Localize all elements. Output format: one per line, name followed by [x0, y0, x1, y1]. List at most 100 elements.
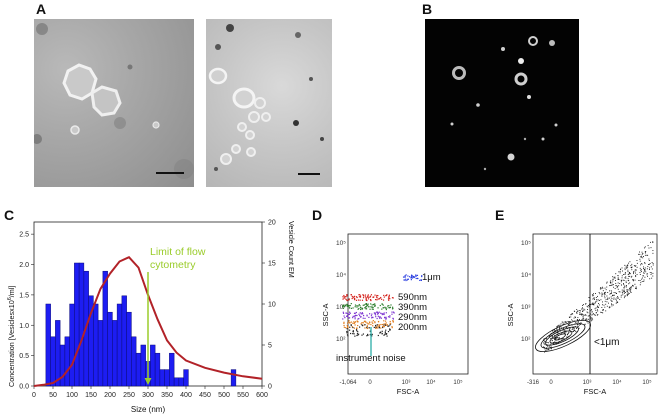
y-tick-label-left: 0.5	[19, 353, 29, 360]
y-tick-label: 10²	[521, 336, 531, 343]
y-tick-label: 10⁴	[521, 272, 531, 279]
y-tick-label-right: 5	[268, 343, 272, 350]
panel-label-a: A	[36, 1, 47, 17]
bead-label: 590nm	[398, 292, 427, 303]
fluorescence-micrograph	[425, 19, 579, 187]
histogram-bar	[126, 311, 132, 387]
y-tick-label-right: 20	[268, 220, 276, 227]
limit-label-line1: Limit of flow	[150, 246, 206, 258]
histogram-bar	[45, 303, 51, 387]
x-tick-labels: -1,064 0 10³ 10⁴ 10⁵	[339, 379, 463, 386]
x-tick-label: 10⁴	[426, 379, 436, 386]
flow-cytometry-beads-plot: 10² 10³ 10⁴ 10⁵ -1,064 0 10³ 10⁴ 10⁵ FSC…	[321, 233, 469, 396]
x-tick-label: 10⁴	[612, 379, 622, 386]
scale-bar	[298, 173, 320, 175]
y-tick-label-left: 2.5	[19, 232, 29, 239]
y-axis-label: SSC-A	[321, 304, 330, 327]
histogram-bar	[154, 352, 161, 387]
size-distribution-chart: 0 50 100 150 200 250 300 350 400 450 500 550 6000.00…	[7, 220, 296, 415]
histogram-bar	[116, 303, 123, 387]
axis-ticks: 0 50 100 150 200 250 300 350 400 450 500 550 6000.00…	[19, 220, 276, 400]
y-tick-label-right: 0	[268, 384, 272, 391]
y-tick-label-right: 10	[268, 302, 276, 309]
x-tick-label: 400	[180, 392, 192, 399]
histogram-bar	[230, 369, 237, 387]
histogram-bar	[121, 295, 127, 387]
y-tick-label: 10³	[336, 304, 346, 311]
y-tick-label-right: 15	[268, 261, 276, 268]
y-tick-label: 10⁴	[336, 272, 346, 279]
em-micrograph-left-image	[34, 23, 194, 179]
y-tick-labels: 10² 10³ 10⁴ 10⁵	[521, 240, 531, 343]
x-tick-label: 10³	[583, 380, 592, 386]
y-tick-label: 10²	[336, 336, 346, 343]
bead-labels: 1μm 590nm 390nm 290nm 200nm instrument n…	[336, 272, 441, 364]
histogram-bar	[178, 377, 184, 387]
x-tick-labels: -316 0 10³ 10⁴ 10⁵	[527, 379, 652, 386]
x-tick-label: 550	[237, 392, 249, 399]
x-tick-label: 500	[218, 392, 230, 399]
histogram-bar	[74, 262, 80, 387]
scale-bar	[156, 172, 184, 174]
x-tick-label: 0	[368, 380, 372, 386]
event-scatter	[543, 241, 654, 353]
y-tick-label: 10³	[521, 304, 531, 311]
panel-label-e: E	[495, 207, 505, 223]
em-micrograph-right	[206, 19, 332, 187]
x-tick-label: 100	[66, 392, 78, 399]
y-tick-label-left: 2.0	[19, 262, 29, 269]
x-tick-label: -1,064	[339, 380, 357, 386]
x-axis-label: FSC-A	[584, 387, 607, 396]
histogram-bar	[135, 352, 142, 387]
bead-label: 200nm	[398, 322, 427, 333]
x-tick-label: 300	[142, 392, 154, 399]
gate-label: <1μm	[594, 337, 620, 348]
histogram-bar	[50, 336, 56, 387]
bead-populations	[342, 274, 423, 337]
x-tick-label: 600	[256, 392, 268, 399]
histogram-bar	[183, 369, 189, 387]
plot-frame	[532, 233, 658, 375]
y-tick-label-left: 1.5	[19, 292, 29, 299]
histogram-bar	[169, 352, 175, 387]
bead-label: 1μm	[422, 272, 441, 283]
histogram-bar	[173, 377, 180, 387]
histogram-bar	[97, 320, 104, 387]
x-axis-label: Size (nm)	[131, 405, 166, 414]
x-tick-label: 10³	[402, 380, 411, 386]
panel-label-b: B	[422, 1, 433, 17]
x-tick-label: 0	[549, 380, 553, 386]
panel-label-d: D	[312, 207, 323, 223]
y-tick-labels: 10² 10³ 10⁴ 10⁵	[336, 240, 346, 343]
histogram-bar	[93, 303, 99, 387]
em-micrograph-right-image	[208, 24, 324, 171]
y-tick-label: 10⁵	[521, 240, 531, 247]
x-tick-label: 250	[123, 392, 135, 399]
x-axis-label: FSC-A	[397, 387, 420, 396]
limit-arrow-head	[144, 378, 152, 385]
histogram-bar	[140, 344, 146, 387]
x-tick-label: 350	[161, 392, 173, 399]
histogram-bar	[55, 320, 61, 387]
x-tick-label: 450	[199, 392, 211, 399]
y-axis-label-left: Concentration [Vesiclesx106/ml]	[7, 286, 16, 387]
x-tick-label: 10⁵	[453, 379, 463, 386]
x-tick-label: -316	[527, 380, 540, 386]
y-axis-label-right: Vesicle Count EM	[287, 221, 296, 278]
x-tick-label: 200	[104, 392, 116, 399]
y-tick-label: 10⁵	[336, 240, 346, 247]
histogram-bar	[102, 270, 108, 387]
histogram-bar	[78, 262, 85, 387]
histogram-bar	[64, 336, 70, 387]
histogram-bar	[69, 303, 75, 387]
histogram-bar	[112, 320, 118, 387]
histogram-bar	[159, 369, 165, 387]
fluorescence-micrograph-image	[450, 36, 558, 171]
concentration-curve	[33, 255, 263, 387]
y-tick-label-left: 0.0	[19, 384, 29, 391]
em-micrograph-left	[34, 19, 194, 187]
histogram-bar	[131, 336, 137, 387]
flow-cytometry-sample-plot: 10² 10³ 10⁴ 10⁵ -316 0 10³ 10⁴ 10⁵ FSC-A…	[506, 233, 658, 396]
x-tick-label: 10⁵	[642, 379, 652, 386]
y-tick-label-left: 1.0	[19, 323, 29, 330]
